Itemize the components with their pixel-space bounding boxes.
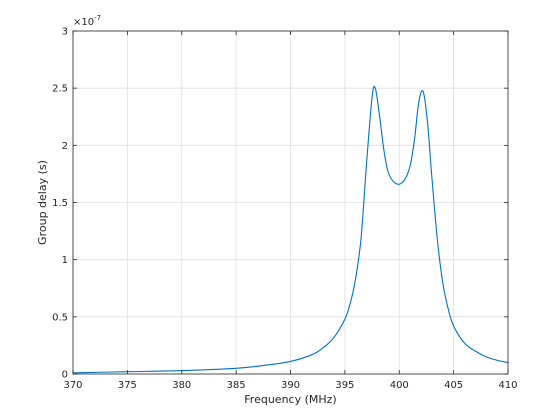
x-tick-label: 410 <box>498 380 517 391</box>
y-axis-exponent-power: -7 <box>94 14 101 22</box>
x-tick-label: 385 <box>227 380 246 391</box>
tick-marks <box>72 30 509 375</box>
x-tick-label: 370 <box>63 380 82 391</box>
x-axis-label: Frequency (MHz) <box>244 393 336 406</box>
y-tick-label: 1 <box>62 255 68 266</box>
x-tick-label: 400 <box>390 380 409 391</box>
y-tick-label: 0 <box>62 370 68 381</box>
y-axis-exponent-base: ×10 <box>73 17 94 28</box>
series-group <box>72 85 509 374</box>
y-axis-label: Group delay (s) <box>36 160 49 245</box>
x-tick-label: 405 <box>444 380 463 391</box>
y-axis-exponent: ×10-7 <box>73 14 101 28</box>
x-tick-label: 395 <box>335 380 354 391</box>
y-tick-label: 3 <box>62 27 68 38</box>
y-tick-label: 0.5 <box>52 312 68 323</box>
y-tick-labels: 0 0.5 1 1.5 2 2.5 3 <box>52 27 68 381</box>
y-tick-label: 2.5 <box>52 84 68 95</box>
y-tick-label: 2 <box>62 141 68 152</box>
series-line <box>72 85 509 374</box>
x-tick-label: 380 <box>172 380 191 391</box>
x-tick-label: 390 <box>281 380 300 391</box>
y-tick-label: 1.5 <box>52 198 68 209</box>
x-tick-label: 375 <box>118 380 137 391</box>
x-tick-labels: 370 375 380 385 390 395 400 405 410 <box>63 380 517 391</box>
